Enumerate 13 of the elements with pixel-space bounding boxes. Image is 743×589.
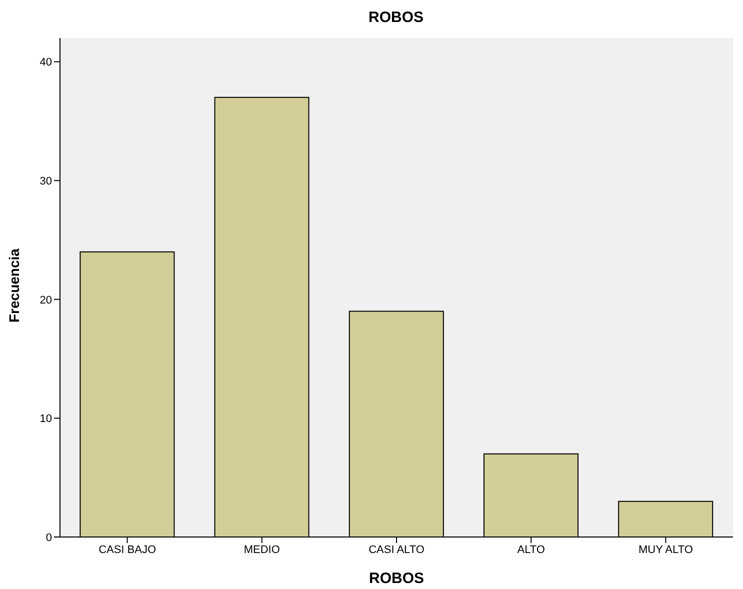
y-tick-label: 0	[46, 532, 52, 544]
y-tick-label: 30	[40, 175, 52, 188]
y-tick-label: 10	[40, 413, 52, 426]
x-axis-title: ROBOS	[368, 570, 424, 587]
x-tick-label: MUY ALTO	[638, 544, 694, 556]
x-tick-label: CASI BAJO	[98, 544, 156, 556]
x-tick-label: ALTO	[517, 544, 546, 556]
x-tick-label: CASI ALTO	[368, 544, 425, 556]
y-axis-title: Frecuencia	[6, 248, 22, 322]
y-tick-label: 20	[40, 294, 52, 306]
y-tick-label: 40	[40, 56, 52, 69]
chart-title: ROBOS	[368, 9, 424, 26]
x-tick-label: MEDIO	[244, 544, 280, 556]
